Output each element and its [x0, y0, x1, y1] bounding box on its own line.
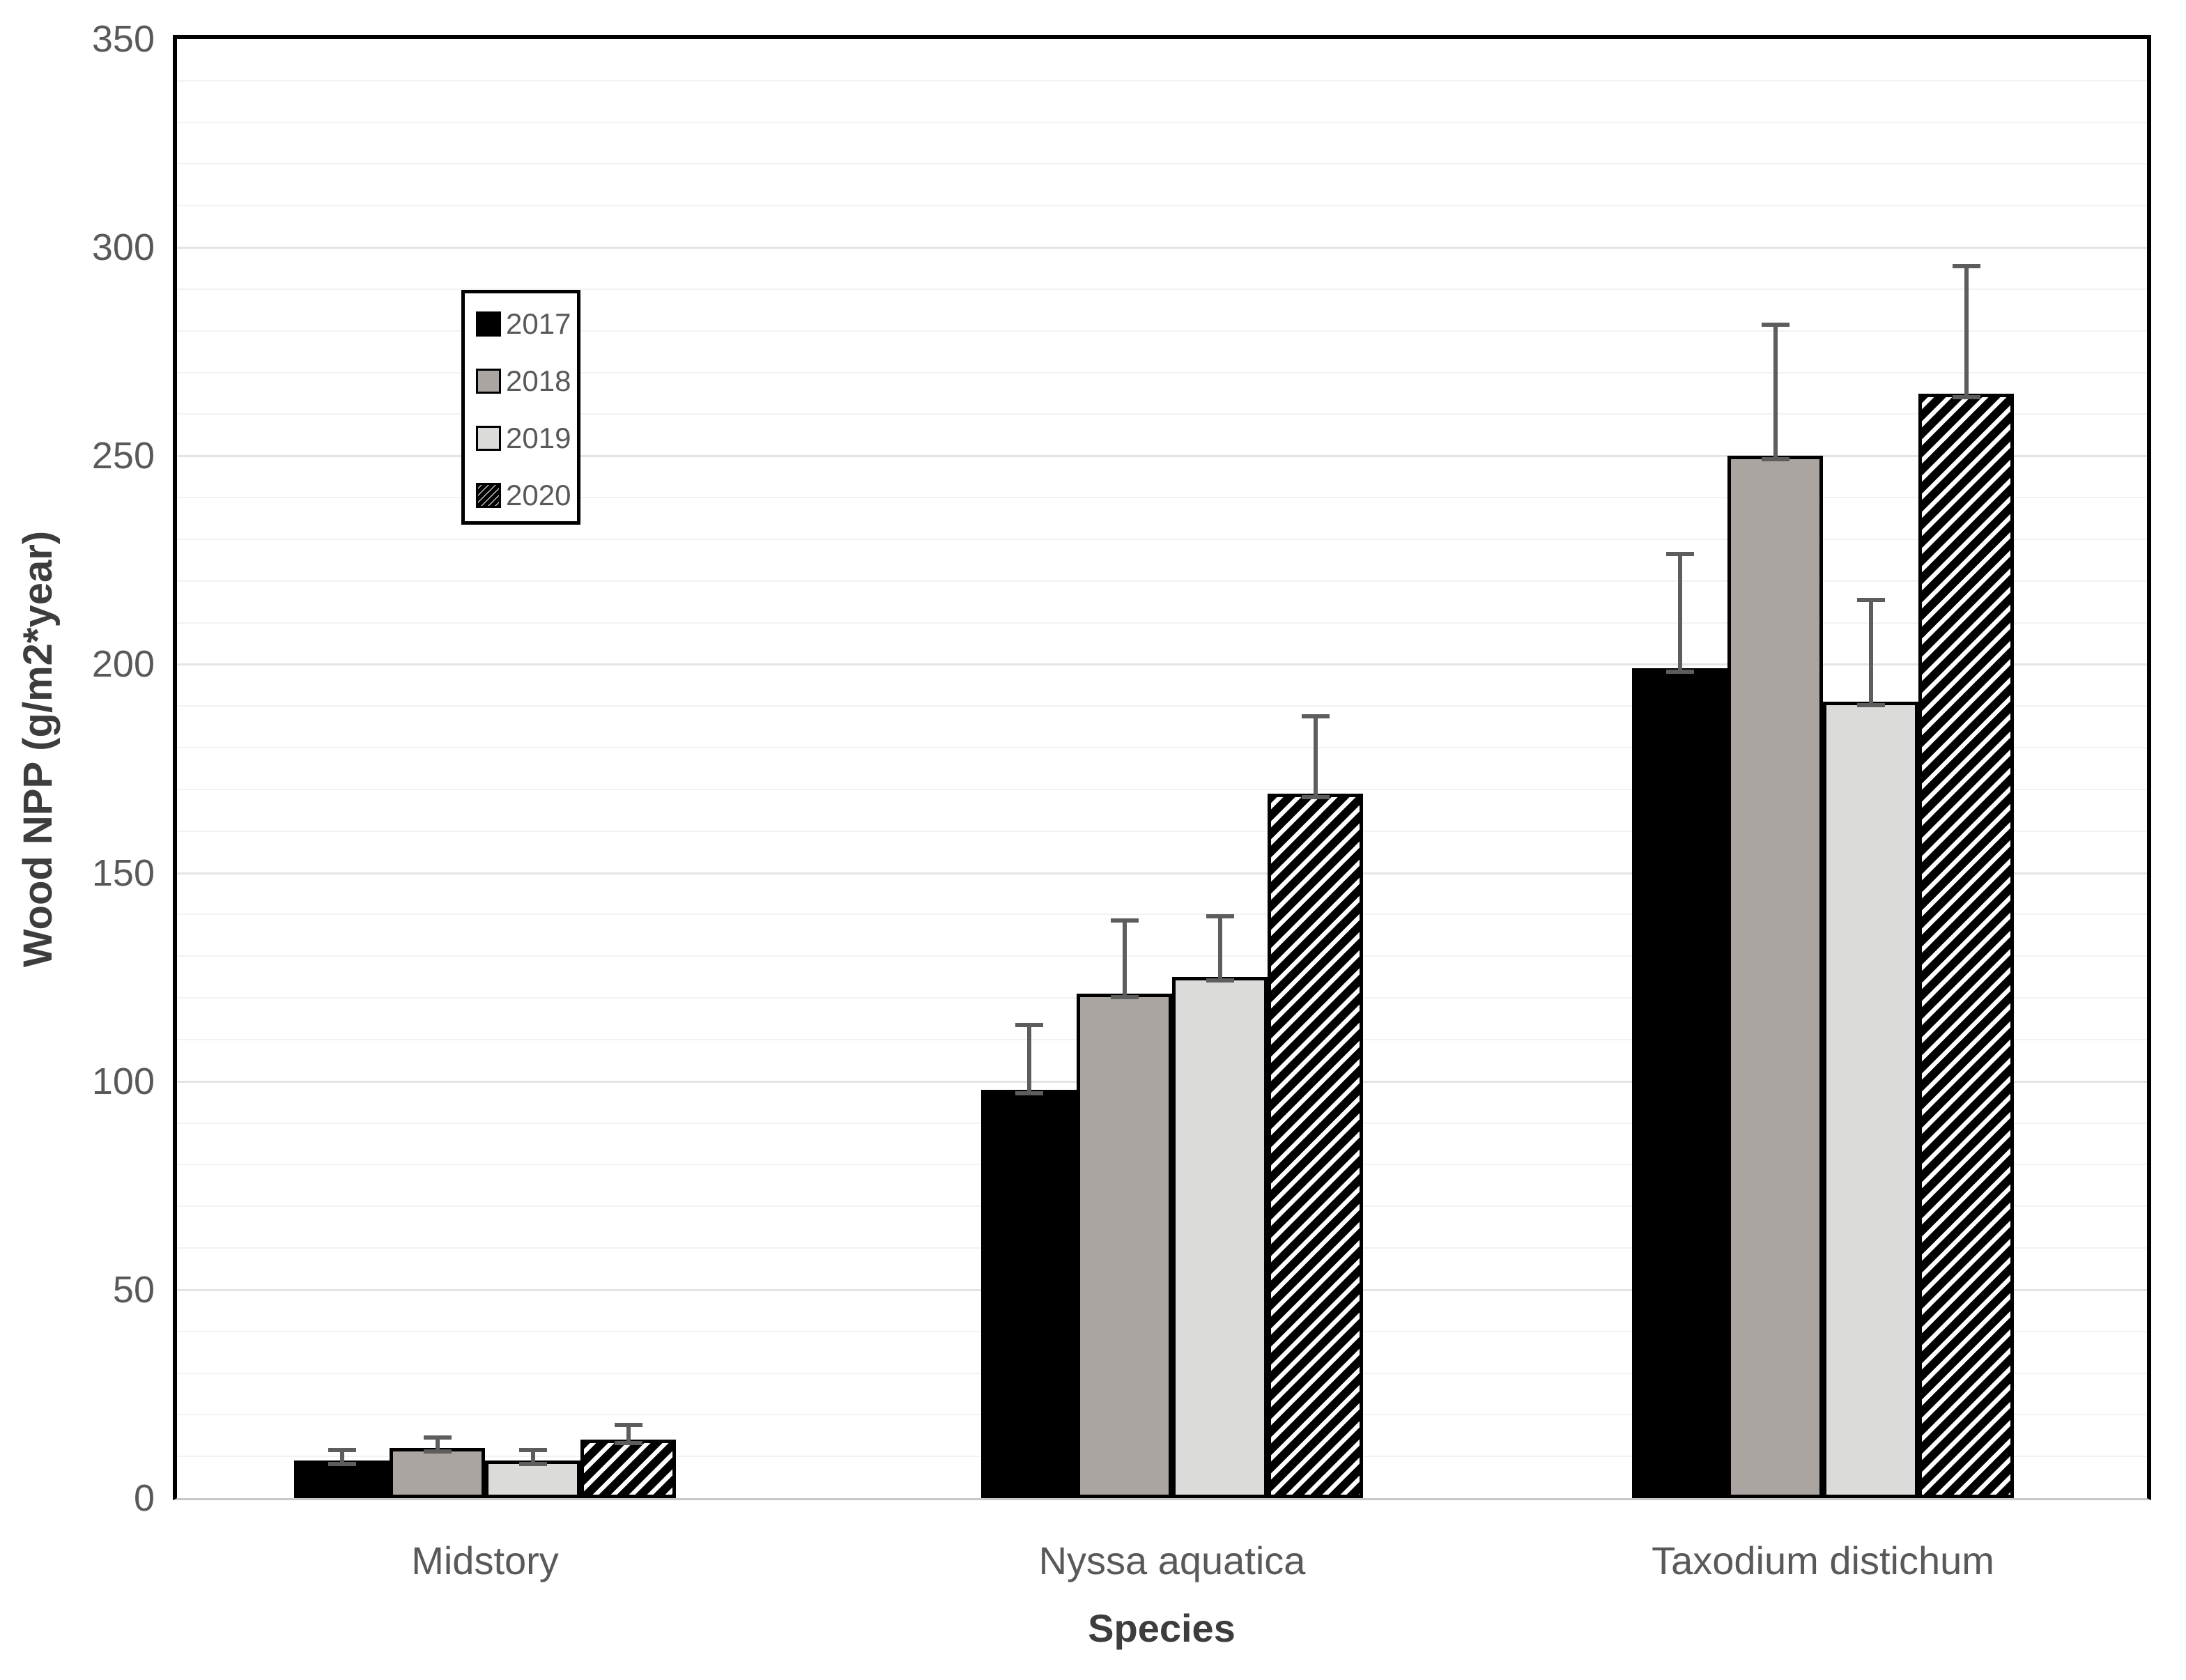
plot-area	[173, 35, 2151, 1500]
legend: 2017 2018 2019 2020	[461, 290, 580, 525]
bar-2020-midstory	[580, 1440, 676, 1498]
legend-label-2017: 2017	[506, 307, 571, 340]
error-whisker	[1773, 322, 1778, 459]
legend-swatch-2018	[476, 369, 501, 394]
error-whisker	[1026, 1022, 1031, 1093]
y-tick-label-50: 50	[112, 1268, 155, 1311]
error-whisker	[1217, 914, 1222, 980]
error-cap-top	[1665, 551, 1694, 556]
error-cap-top	[1952, 264, 1980, 269]
error-cap-top	[423, 1435, 452, 1440]
legend-item-2020: 2020	[476, 474, 577, 517]
error-whisker	[1677, 551, 1682, 672]
error-cap-top	[518, 1448, 547, 1453]
bar-2017-taxodium-distichum	[1632, 668, 1727, 1498]
major-gridline-200	[177, 663, 2147, 666]
legend-item-2018: 2018	[476, 360, 577, 403]
error-whisker	[1964, 264, 1969, 396]
bar-2019-taxodium-distichum	[1823, 702, 1918, 1498]
minor-gridline-330	[177, 121, 2147, 123]
bar-2017-midstory	[294, 1461, 390, 1498]
error-cap-top	[1110, 918, 1139, 923]
bar-2019-midstory	[485, 1461, 580, 1498]
x-category-label-midstory: Midstory	[411, 1539, 559, 1582]
y-tick-label-250: 250	[91, 435, 155, 477]
error-whisker	[1122, 918, 1127, 997]
y-tick-label-300: 300	[91, 226, 155, 269]
y-tick-label-150: 150	[91, 851, 155, 894]
x-category-label-nyssa-aquatica: Nyssa aquatica	[1038, 1539, 1306, 1582]
legend-swatch-2017	[476, 311, 501, 337]
error-cap-top	[1761, 322, 1789, 327]
legend-item-2017: 2017	[476, 302, 577, 346]
bar-2019-nyssa-aquatica	[1172, 977, 1268, 1498]
bar-2020-taxodium-distichum	[1918, 394, 2014, 1498]
minor-gridline-310	[177, 205, 2147, 207]
legend-label-2018: 2018	[506, 364, 571, 397]
error-cap-top	[1856, 597, 1885, 602]
legend-swatch-2019	[476, 426, 501, 451]
error-cap-top	[1015, 1022, 1043, 1027]
bar-2018-midstory	[390, 1448, 485, 1498]
error-cap-top	[1301, 714, 1330, 719]
error-whisker	[1313, 714, 1318, 796]
major-gridline-300	[177, 247, 2147, 249]
bar-2018-taxodium-distichum	[1727, 456, 1823, 1498]
minor-gridline-220	[177, 580, 2147, 582]
error-cap-top	[328, 1448, 356, 1453]
minor-gridline-230	[177, 538, 2147, 540]
x-axis-title: Species	[1088, 1606, 1236, 1650]
bar-2017-nyssa-aquatica	[981, 1090, 1077, 1498]
error-cap-top	[1206, 914, 1234, 919]
y-tick-label-350: 350	[91, 18, 155, 60]
error-whisker	[1868, 597, 1873, 705]
error-cap-top	[614, 1423, 642, 1428]
y-tick-label-0: 0	[133, 1477, 155, 1519]
bar-2018-nyssa-aquatica	[1077, 994, 1172, 1498]
legend-item-2019: 2019	[476, 417, 577, 460]
minor-gridline-320	[177, 163, 2147, 165]
hatch-fill	[1271, 797, 1360, 1495]
bar-2020-nyssa-aquatica	[1268, 794, 1363, 1498]
minor-gridline-210	[177, 622, 2147, 624]
y-tick-label-200: 200	[91, 643, 155, 686]
y-tick-label-100: 100	[91, 1060, 155, 1102]
legend-label-2020: 2020	[506, 479, 571, 511]
legend-label-2019: 2019	[506, 422, 571, 454]
hatch-fill	[1922, 397, 2010, 1495]
minor-gridline-340	[177, 79, 2147, 82]
x-category-label-taxodium-distichum: Taxodium distichum	[1652, 1539, 1994, 1582]
legend-swatch-2020	[476, 483, 501, 508]
hatch-fill	[584, 1443, 672, 1495]
